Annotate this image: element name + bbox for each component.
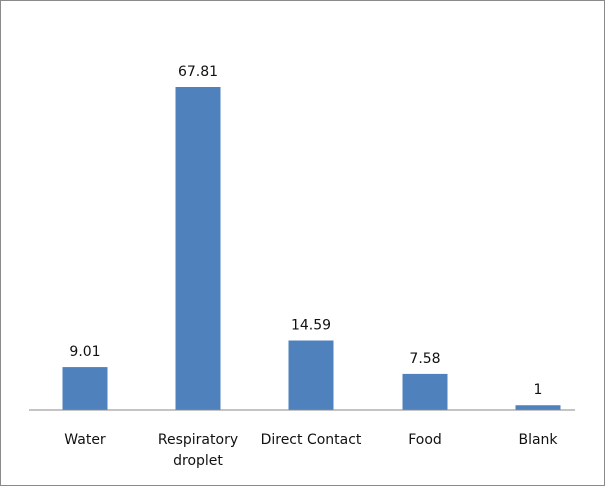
data-label-1: 67.81	[178, 64, 218, 80]
data-labels: 9.01 67.81 14.59 7.58 1	[69, 64, 542, 398]
category-label-0: Water	[64, 432, 106, 448]
category-labels: Water Respiratory droplet Direct Contact Foo…	[64, 432, 558, 469]
bar-series	[62, 87, 561, 410]
bar-4	[515, 405, 561, 410]
bar-0	[62, 367, 108, 410]
bar-3	[402, 373, 448, 410]
data-label-3: 7.58	[409, 351, 440, 367]
category-label-1-line-0: Respiratory	[158, 432, 238, 448]
category-label-1-line-1: droplet	[173, 453, 223, 469]
category-label-3: Food	[408, 432, 442, 448]
category-label-4: Blank	[518, 432, 558, 448]
category-label-2: Direct Contact	[261, 432, 362, 448]
data-label-2: 14.59	[291, 318, 331, 334]
data-label-4: 1	[534, 382, 543, 398]
bar-2	[288, 340, 334, 410]
bar-1	[175, 87, 221, 410]
data-label-0: 9.01	[69, 344, 100, 360]
